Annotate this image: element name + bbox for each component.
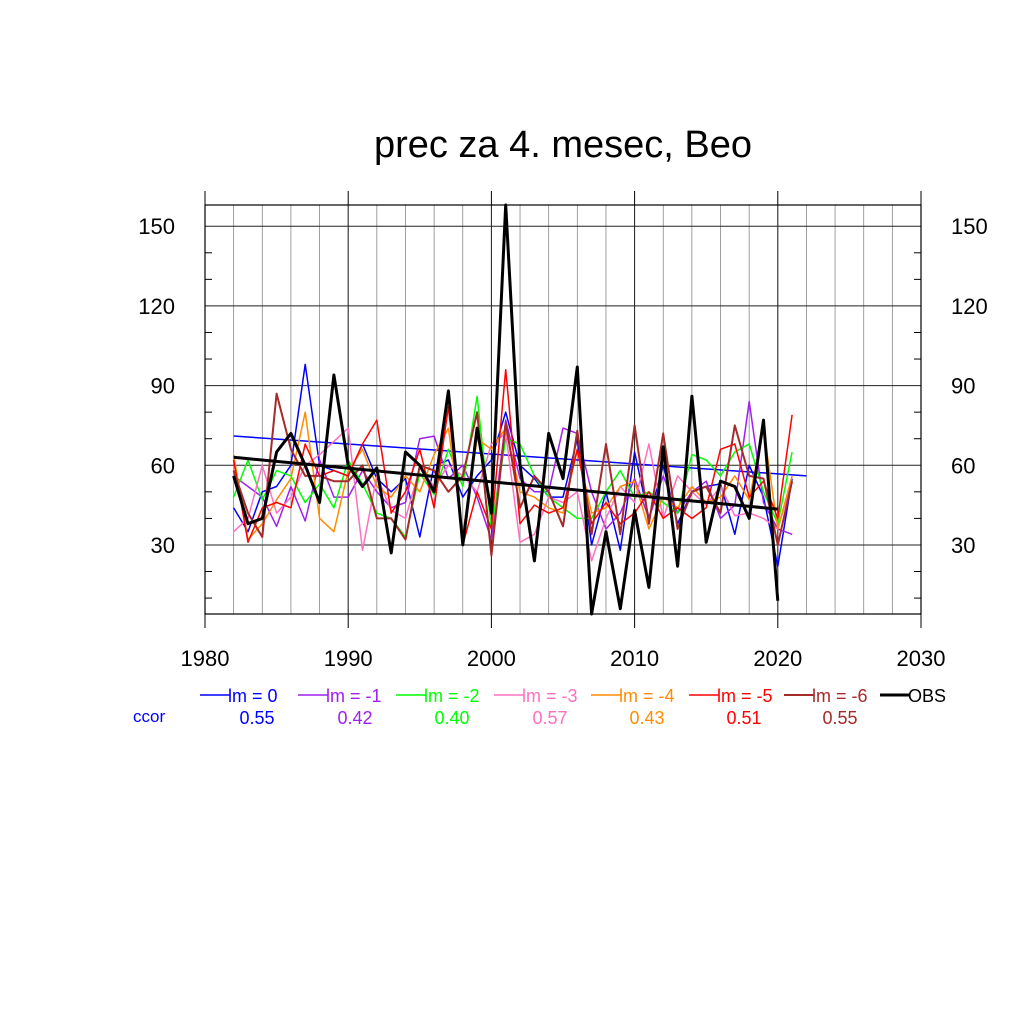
- legend-label-2: lm = -2: [424, 686, 480, 706]
- y-tick-label-left: 30: [151, 533, 175, 558]
- ccor-value-4: 0.43: [629, 708, 664, 728]
- y-tick-label-right: 30: [951, 533, 975, 558]
- series-line-7: [232, 203, 780, 616]
- ccor-value-6: 0.55: [822, 708, 857, 728]
- legend-label-5: lm = -5: [717, 686, 773, 706]
- y-tick-label-right: 150: [951, 214, 988, 239]
- x-tick-label: 2010: [610, 646, 659, 671]
- x-tick-label: 1990: [324, 646, 373, 671]
- legend-label-1: lm = -1: [326, 686, 382, 706]
- ccor-label: ccor: [133, 707, 165, 726]
- plot-frame: [204, 204, 922, 615]
- legend-label-3: lm = -3: [522, 686, 578, 706]
- y-tick-label-right: 60: [951, 453, 975, 478]
- x-tick-label: 2000: [467, 646, 516, 671]
- legend-label-0: lm = 0: [228, 686, 278, 706]
- y-tick-label-right: 120: [951, 294, 988, 319]
- ccor-value-0: 0.55: [239, 708, 274, 728]
- axes: 1980 1990 2000 2010 2020 2030 30 30 60 60 90 90 120 1…: [138, 191, 988, 671]
- y-tick-label-left: 90: [151, 374, 175, 399]
- y-tick-label-left: 120: [138, 294, 175, 319]
- series-line-6: [232, 392, 794, 557]
- y-tick-label-left: 150: [138, 214, 175, 239]
- ccor-value-2: 0.40: [434, 708, 469, 728]
- ccor-value-3: 0.57: [532, 708, 567, 728]
- y-tick-label-right: 90: [951, 374, 975, 399]
- y-tick-label-left: 60: [151, 453, 175, 478]
- x-tick-label: 2020: [753, 646, 802, 671]
- trend-line-7: [233, 455, 778, 511]
- legend-label-7: OBS: [908, 686, 946, 706]
- ccor-value-1: 0.42: [337, 708, 372, 728]
- x-tick-label: 1980: [181, 646, 230, 671]
- ccor-value-5: 0.51: [726, 708, 761, 728]
- x-tick-label: 2030: [897, 646, 946, 671]
- legend-label-4: lm = -4: [619, 686, 675, 706]
- plot-area: [232, 203, 807, 616]
- series-line-5: [232, 368, 793, 546]
- grid: [204, 205, 922, 614]
- chart-title: prec za 4. mesec, Beo: [374, 124, 752, 166]
- legend-label-6: lm = -6: [812, 686, 868, 706]
